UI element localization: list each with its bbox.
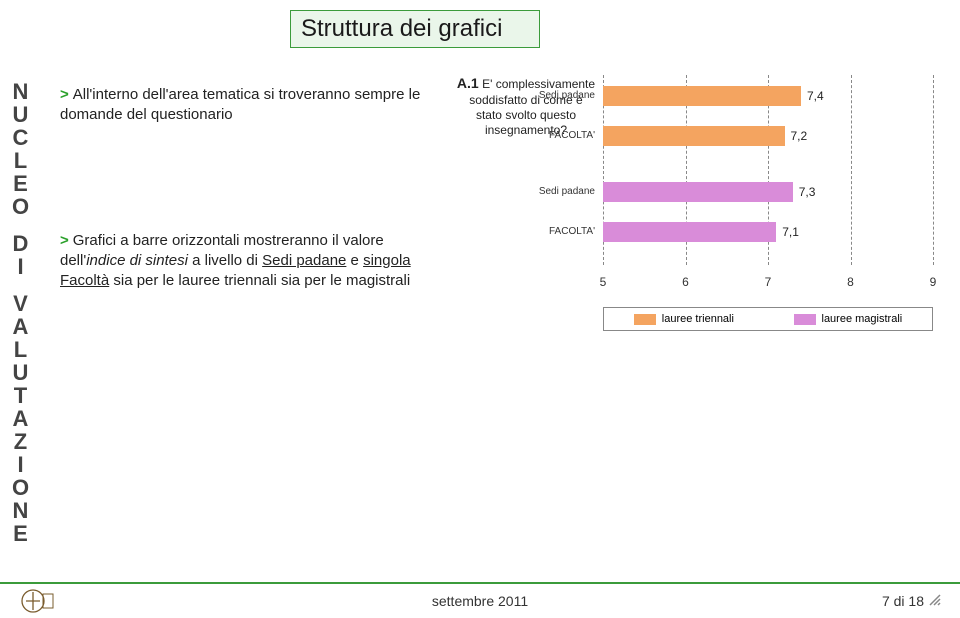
footer-page: 7 di 18	[882, 593, 942, 610]
bar-row: FACOLTA'7,2	[603, 123, 933, 149]
bar-value: 7,1	[782, 219, 799, 245]
chart-legend: lauree triennali lauree magistrali	[603, 307, 933, 331]
chart-question-id: A.1	[457, 75, 479, 91]
sidebar-letter: E	[13, 522, 29, 545]
legend-item: lauree triennali	[634, 313, 734, 325]
bar-value: 7,2	[791, 123, 808, 149]
bar-row: Sedi padane7,4	[603, 83, 933, 109]
paragraph-1: >All'interno dell'area tematica si trove…	[60, 85, 440, 126]
sidebar-letter: L	[14, 149, 28, 172]
sidebar-letter: C	[13, 126, 30, 149]
bar-row: FACOLTA'7,1	[603, 219, 933, 245]
x-tick: 9	[930, 275, 937, 289]
bar-label: Sedi padane	[539, 83, 595, 109]
legend-label: lauree triennali	[662, 313, 734, 325]
sidebar-letter: O	[12, 476, 30, 499]
sidebar-letter: V	[13, 292, 29, 315]
slide: Struttura dei grafici NUCLEODIVALUTAZION…	[0, 0, 960, 618]
footer: settembre 2011 7 di 18	[0, 582, 960, 618]
paragraph-1-text: All'interno dell'area tematica si trover…	[60, 86, 420, 123]
sidebar-letter: A	[13, 315, 30, 338]
footer-date: settembre 2011	[432, 593, 528, 609]
chart-plot-area: Sedi padane7,4 FACOLTA'7,2 Sedi padane7,3 F…	[603, 75, 933, 265]
page-title: Struttura dei grafici	[290, 10, 540, 48]
bar-row: Sedi padane7,3	[603, 179, 933, 205]
sidebar-letter: L	[14, 338, 28, 361]
x-tick: 7	[765, 275, 772, 289]
chart-x-axis: 56789	[603, 275, 933, 295]
legend-item: lauree magistrali	[794, 313, 903, 325]
sidebar-letter: E	[13, 172, 29, 195]
sidebar-letter: I	[17, 453, 24, 476]
legend-label: lauree magistrali	[822, 313, 903, 325]
bar	[603, 222, 776, 242]
bar	[603, 126, 785, 146]
p2-c: e	[346, 252, 363, 269]
bar-chart: A.1 E' complessivamente soddisfatto di c…	[455, 75, 945, 345]
sidebar-letter: D	[13, 232, 30, 255]
p2-u1: Sedi padane	[262, 252, 346, 269]
sidebar-letter: Z	[14, 430, 28, 453]
sidebar-letter: U	[13, 361, 30, 384]
sidebar-letter: N	[13, 80, 30, 103]
sidebar-letter: T	[14, 384, 28, 407]
bullet-icon: >	[60, 232, 69, 249]
grid-line	[933, 75, 934, 265]
p2-italic: indice di sintesi	[86, 252, 188, 269]
bar-label: FACOLTA'	[549, 219, 595, 245]
sidebar-letter: A	[13, 407, 30, 430]
bar-value: 7,4	[807, 83, 824, 109]
paragraph-2: >Grafici a barre orizzontali mostreranno…	[60, 231, 440, 292]
sidebar-vertical-label: NUCLEODIVALUTAZIONE	[0, 80, 42, 580]
bullet-icon: >	[60, 86, 69, 103]
bar-value: 7,3	[799, 179, 816, 205]
sidebar-letter: U	[13, 103, 30, 126]
sidebar-letter: O	[12, 195, 30, 218]
footer-page-text: 7 di 18	[882, 593, 924, 609]
text-column: >All'interno dell'area tematica si trove…	[60, 85, 440, 291]
resize-icon	[928, 593, 942, 610]
bar-label: FACOLTA'	[549, 123, 595, 149]
sidebar-letter: I	[17, 255, 24, 278]
bar	[603, 182, 793, 202]
p2-b: a livello di	[188, 252, 262, 269]
x-tick: 8	[847, 275, 854, 289]
sidebar-letter: N	[13, 499, 30, 522]
legend-swatch	[794, 314, 816, 325]
bar-label: Sedi padane	[539, 179, 595, 205]
x-tick: 5	[600, 275, 607, 289]
bar	[603, 86, 801, 106]
p2-d: sia per le lauree triennali sia per le m…	[109, 272, 410, 289]
logo-icon	[18, 587, 58, 615]
x-tick: 6	[682, 275, 689, 289]
legend-swatch	[634, 314, 656, 325]
